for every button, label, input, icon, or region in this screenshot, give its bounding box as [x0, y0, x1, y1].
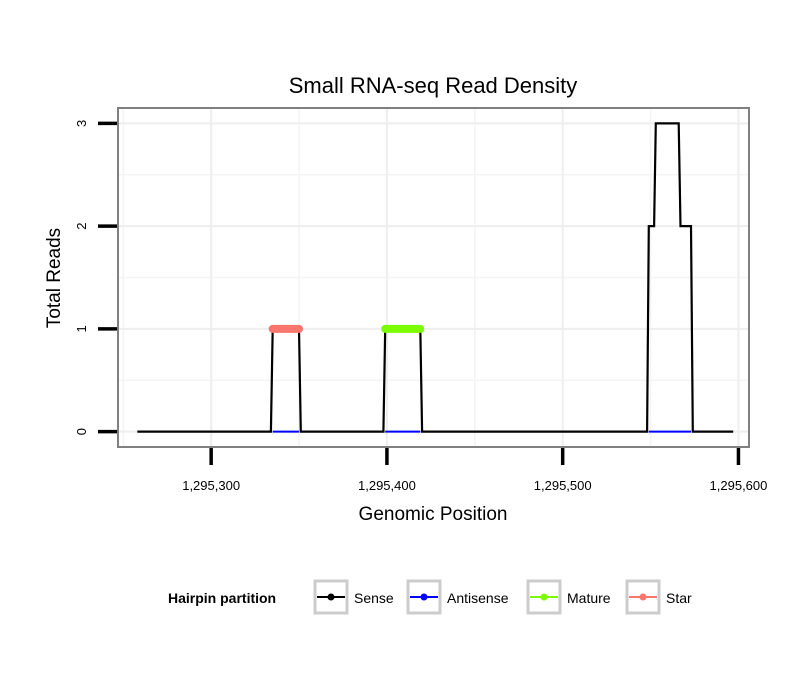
chart-title: Small RNA-seq Read Density	[289, 73, 578, 98]
x-tick-label: 1,295,600	[710, 478, 768, 493]
y-tick-label: 1	[74, 325, 89, 332]
x-axis: 1,295,300 1,295,400 1,295,500 1,295,600	[182, 448, 767, 493]
legend-label-sense: Sense	[354, 590, 394, 606]
legend-key-point	[639, 593, 647, 601]
legend-label-star: Star	[666, 590, 692, 606]
legend-title: Hairpin partition	[168, 590, 276, 606]
legend-key-point	[540, 593, 548, 601]
x-tick-label: 1,295,400	[358, 478, 416, 493]
legend-label-antisense: Antisense	[447, 590, 509, 606]
legend: Hairpin partition Sense Antisense Mature St…	[168, 579, 692, 615]
x-axis-title: Genomic Position	[359, 504, 508, 525]
legend-label-mature: Mature	[567, 590, 611, 606]
x-tick-label: 1,295,300	[182, 478, 240, 493]
y-tick-label: 3	[74, 120, 89, 127]
grid-lines	[118, 108, 749, 447]
y-tick-label: 2	[74, 223, 89, 230]
data-series	[137, 122, 734, 433]
y-axis-title: Total Reads	[44, 228, 65, 328]
x-tick-label: 1,295,500	[534, 478, 592, 493]
y-tick-label: 0	[74, 428, 89, 435]
legend-key-point	[327, 593, 335, 601]
plot-border	[117, 107, 750, 448]
legend-key-point	[420, 593, 428, 601]
y-axis: 0 1 2 3	[74, 120, 117, 435]
